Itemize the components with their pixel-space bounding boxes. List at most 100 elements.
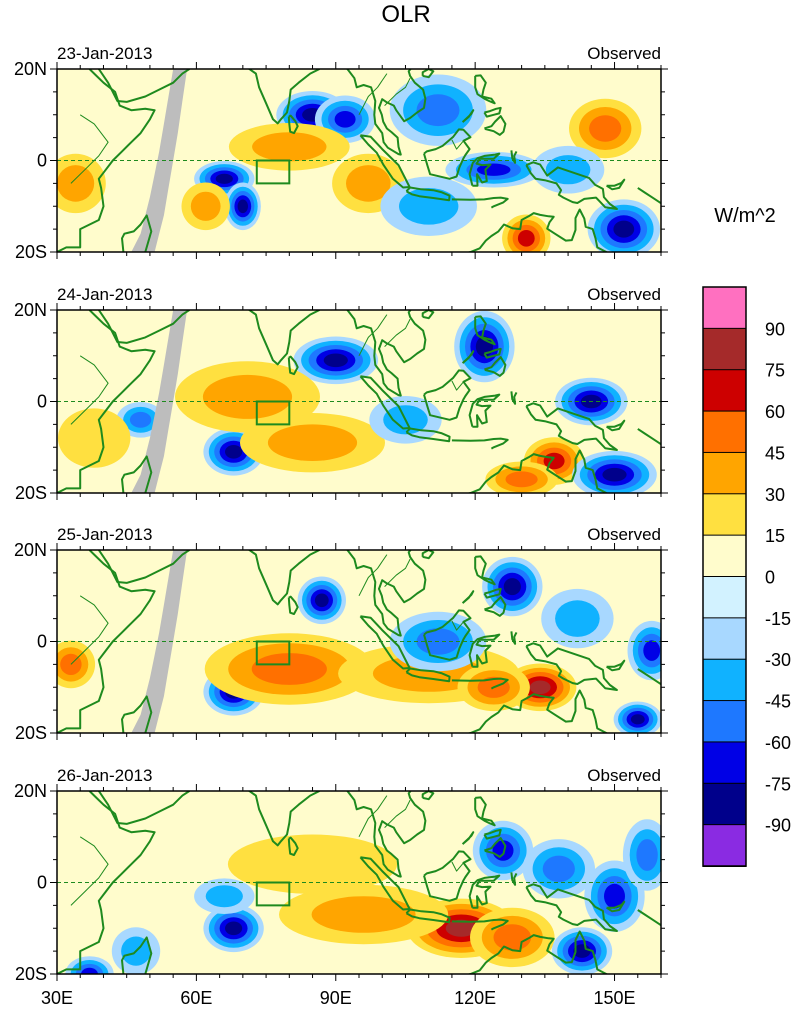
y-tick-label: 20N [14,781,47,801]
colorbar-label: 15 [765,526,785,546]
coastline-palawan [461,350,475,364]
coastline-sumatra [359,856,411,911]
coastline-halmahera [510,631,518,645]
coastline-seasia [331,310,427,397]
coastline-australia [445,208,609,252]
coastline-australia [445,449,609,493]
olr-contour-region [311,896,416,933]
olr-field [57,60,661,252]
colorbar-swatch [702,451,747,495]
olr-contour-region [205,885,243,908]
coastline-chinaS [412,770,466,788]
coastline-solomon [637,187,661,205]
panel-tag: Observed [587,285,661,304]
map-panel: 20N 0 20S 26-Jan-2013 Observed [14,766,668,984]
colorbar-label: 75 [765,361,785,381]
coastline-borders [358,795,388,838]
coastline-mindanao [484,115,507,136]
coastline-sulawesi [468,874,501,909]
coastline-hainan [421,310,435,320]
coastline-java [405,427,451,443]
y-tick-label: 20S [15,964,47,984]
olr-contour-region [314,593,329,608]
missing-data-mask [131,310,188,493]
coastline-taiwan [478,60,480,67]
coastline-africa [57,791,156,974]
coastline-taiwan [478,301,480,308]
colorbar-label: 0 [765,568,775,588]
coastline-mindanao [484,596,507,617]
coastline-srilanka [287,114,299,135]
coastline-philippines [474,315,496,346]
coastline-australia [445,689,609,733]
coastline-palawan [461,590,475,604]
olr-contour-region [542,855,575,882]
coastline-sumatra [359,134,411,189]
coastline-newbritain [606,659,626,672]
coastline-borders [358,73,388,116]
y-tick-label: 20N [14,540,47,560]
coastline-newguinea [525,161,618,210]
coastline-africa [57,69,156,252]
olr-contour-region [252,132,327,162]
olr-contour-region [227,834,398,894]
y-tick-label: 0 [37,151,47,171]
colorbar-swatch [702,286,747,330]
panel-ticks [50,303,668,500]
region-box [255,881,291,907]
coastline-chinaS [412,289,466,307]
region-box [255,159,291,185]
olr-contour-region [416,94,460,127]
coastline-india [233,550,320,606]
colorbar-swatch [702,741,747,785]
coastline-newguinea [525,642,618,691]
coastline-java [405,667,451,683]
coastline-borders3 [451,139,464,150]
olr-contour-region [399,188,459,225]
region-box [255,400,291,426]
coastline-srilanka [287,355,299,376]
colorbar-swatch [702,576,747,619]
coastline-solomon [637,428,661,446]
olr-contour-region [493,924,532,951]
coastline-solomon [637,668,661,686]
coastline-taiwan [478,782,480,789]
olr-contour-region [636,839,658,871]
coastline-hainan [421,550,435,560]
coastline-madagascar [121,695,153,733]
coastline-borders4 [70,595,109,665]
coastline-sumatra [359,615,411,670]
coastline-srilanka [287,595,299,615]
coastline-sulawesi [468,393,501,428]
olr-contour-region [81,967,98,974]
colorbar-label: -60 [765,733,791,753]
coastlines [57,289,661,493]
olr-contour-region [555,600,600,637]
x-tick-label: 90E [320,988,352,1008]
colorbar-label: -75 [765,774,791,794]
colorbar-swatch [702,493,747,537]
coastline-borders2 [384,558,411,587]
olr-contour-region [346,165,391,202]
coastline-borders4 [70,355,109,425]
x-tick-label: 60E [180,988,212,1008]
coastline-india [233,69,320,125]
olr-contour-region [503,578,521,596]
panel-date: 24-Jan-2013 [57,285,152,304]
olr-contour-region [225,445,243,459]
colorbar-label: 60 [765,402,785,422]
coastline-borders [358,314,388,357]
coastline-borneo [423,369,472,421]
colorbar-label: -90 [765,816,791,836]
coastline-arabia [97,550,190,584]
coastline-java [405,186,451,202]
coastline-madagascar [121,455,153,493]
olr-field [57,550,661,733]
coastline-philippines [474,74,496,105]
coastline-borneo [423,609,472,661]
x-tick-label: 30E [41,988,73,1008]
coastline-srilanka [287,836,299,856]
panel-date: 26-Jan-2013 [57,766,152,785]
olr-contour-region [602,467,627,482]
olr-contour-region [604,883,625,909]
